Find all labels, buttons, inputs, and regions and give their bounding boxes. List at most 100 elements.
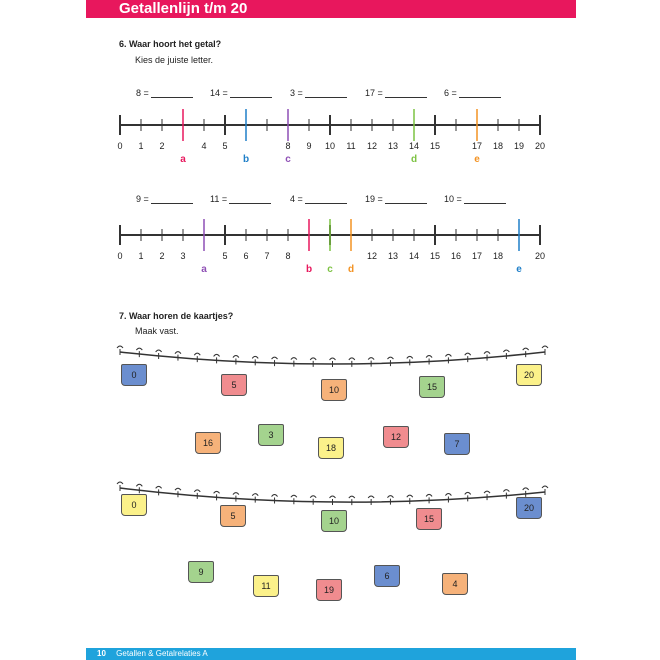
tick-label: 15 [430,251,440,261]
marker-letter: d [411,154,417,165]
number-card[interactable]: 19 [316,579,342,601]
peg [387,495,394,505]
answer-blank[interactable]: 6 = [444,88,501,98]
peg [406,494,414,505]
marker-letter: c [285,154,291,165]
tick-label: 15 [430,141,440,151]
peg [367,357,375,367]
peg [348,495,356,506]
answer-prompt: 9 = [136,194,149,204]
section-title: Getallen & Getalrelaties A [116,649,208,658]
peg [251,355,259,366]
number-card[interactable]: 7 [444,433,470,455]
peg [193,489,201,499]
marker-letter: c [327,264,333,275]
peg [193,352,201,363]
peg [290,494,298,505]
tick-label: 14 [409,141,419,151]
number-card[interactable]: 12 [383,426,409,448]
tick-label: 13 [388,141,398,151]
answer-blank[interactable]: 8 = [136,88,193,98]
peg [213,353,220,364]
tick-label: 12 [367,251,377,261]
answer-line[interactable] [150,88,193,98]
marker-letter: b [243,154,249,165]
answer-blank[interactable]: 19 = [365,194,427,204]
tick-label: 1 [138,141,143,151]
number-card: 0 [121,364,147,386]
peg [155,349,163,359]
peg [425,355,433,365]
tick-label: 16 [451,251,461,261]
peg [387,356,394,367]
number-card[interactable]: 11 [253,575,279,597]
peg [135,347,143,358]
answer-line[interactable] [304,194,347,204]
page-number: 10 [97,649,106,658]
answer-blank[interactable]: 10 = [444,194,506,204]
footer: 10 Getallen & Getalrelaties A [97,649,208,658]
peg [232,492,240,502]
answer-blank[interactable]: 4 = [290,194,347,204]
number-card: 5 [221,374,247,396]
tick-label: 19 [514,141,524,151]
tick-label: 4 [201,141,206,151]
peg [425,493,433,504]
answer-line[interactable] [384,88,427,98]
tick-label: 20 [535,141,545,151]
peg [290,357,298,367]
tick-label: 5 [222,141,227,151]
peg [309,357,317,367]
peg [502,489,510,499]
answer-line[interactable] [229,88,272,98]
answer-line[interactable] [458,88,501,98]
number-card[interactable]: 18 [318,437,344,459]
tick-label: 20 [535,251,545,261]
marker-letter: e [474,154,480,165]
answer-prompt: 19 = [365,194,383,204]
page-title: Getallenlijn t/m 20 [119,0,248,17]
peg [251,493,259,503]
tick-label: 7 [264,251,269,261]
tick-label: 14 [409,251,419,261]
answer-prompt: 14 = [210,88,228,98]
number-card[interactable]: 16 [195,432,221,454]
peg [135,483,143,494]
header-band [86,0,576,18]
tick-label: 8 [285,141,290,151]
number-card[interactable]: 6 [374,565,400,587]
answer-blank[interactable]: 14 = [210,88,272,98]
number-card[interactable]: 4 [442,573,468,595]
answer-blank[interactable]: 11 = [210,194,272,204]
number-card: 10 [321,510,347,532]
tick-label: 0 [117,141,122,151]
peg [213,490,220,501]
peg [541,345,549,355]
tick-label: 18 [493,141,503,151]
answer-prompt: 10 = [444,194,462,204]
answer-line[interactable] [384,194,427,204]
number-card[interactable]: 9 [188,561,214,583]
tick-label: 13 [388,251,398,261]
answer-line[interactable] [463,194,506,204]
peg [309,495,317,505]
peg [445,353,452,364]
number-card: 20 [516,364,542,386]
number-card[interactable]: 3 [258,424,284,446]
exercise-7-title: 7. Waar horen de kaartjes? [119,311,234,321]
peg [232,355,240,365]
peg [464,491,472,502]
peg [406,355,414,366]
answer-line[interactable] [229,194,272,204]
peg [329,357,336,367]
answer-blank[interactable]: 3 = [290,88,347,98]
peg [174,487,182,498]
answer-blank[interactable]: 17 = [365,88,427,98]
peg [116,345,124,355]
answer-prompt: 6 = [444,88,457,98]
answer-line[interactable] [304,88,347,98]
peg [348,357,356,367]
answer-line[interactable] [150,194,193,204]
answer-blank[interactable]: 9 = [136,194,193,204]
